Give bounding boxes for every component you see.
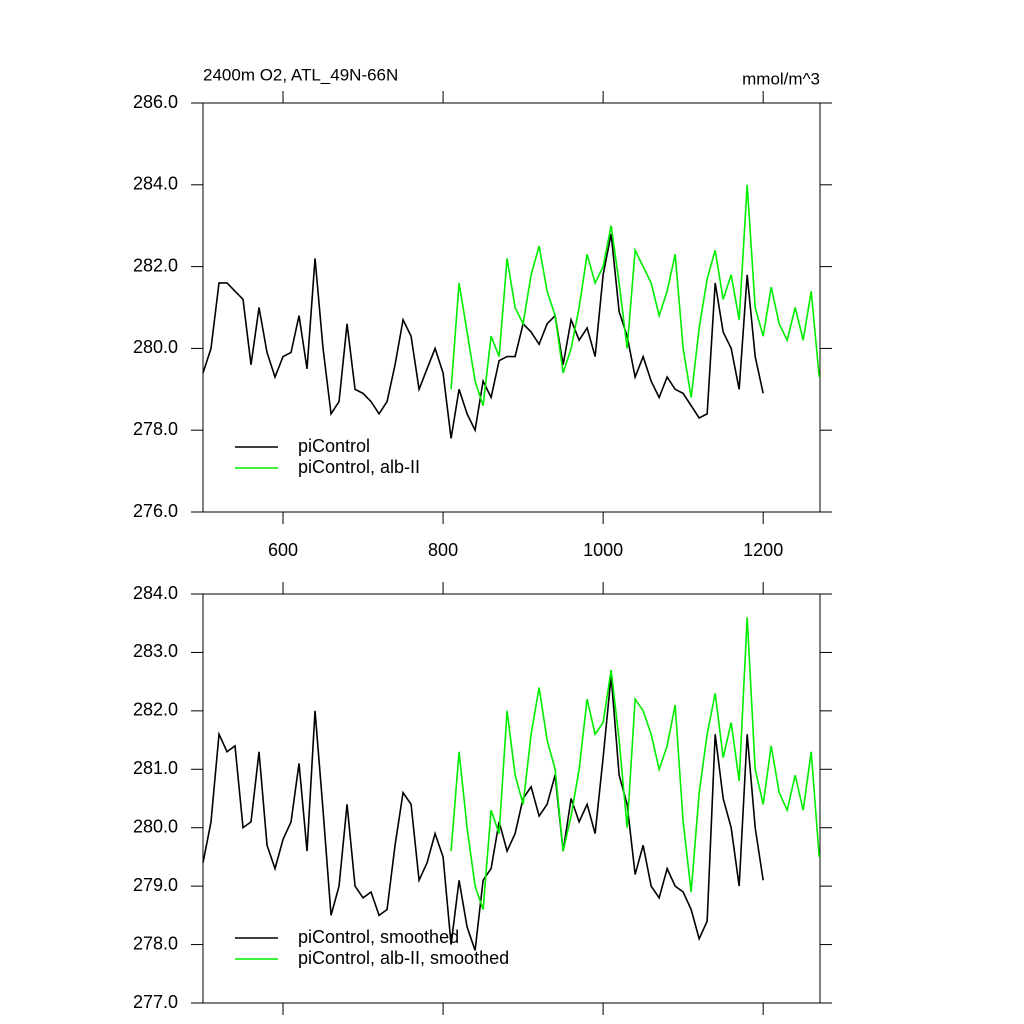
y-tick-label: 280.0 — [133, 337, 178, 357]
chart-title: 2400m O2, ATL_49N-66N — [203, 65, 398, 84]
y-tick-label: 280.0 — [133, 816, 178, 836]
y-tick-label: 286.0 — [133, 92, 178, 112]
data-line — [450, 617, 820, 910]
legend-label: piControl, alb-II — [298, 457, 420, 477]
plot-frame — [202, 593, 821, 1004]
y-tick-label: 283.0 — [133, 641, 178, 661]
y-tick-label: 277.0 — [133, 992, 178, 1012]
y-tick-label: 276.0 — [133, 501, 178, 521]
legend-label: piControl, smoothed — [298, 927, 459, 947]
y-tick-label: 282.0 — [133, 255, 178, 275]
units-label: mmol/m^3 — [742, 69, 820, 88]
plot-frame — [202, 102, 821, 513]
legend-label: piControl — [298, 436, 370, 456]
y-tick-label: 284.0 — [133, 174, 178, 194]
x-tick-label: 1200 — [743, 540, 783, 560]
y-tick-label: 278.0 — [133, 419, 178, 439]
x-tick-label: 800 — [428, 540, 458, 560]
y-tick-label: 284.0 — [133, 583, 178, 603]
data-line — [450, 184, 820, 406]
x-tick-label: 600 — [268, 540, 298, 560]
y-tick-label: 282.0 — [133, 700, 178, 720]
data-line — [202, 675, 764, 951]
data-line — [202, 233, 764, 439]
y-tick-label: 278.0 — [133, 933, 178, 953]
y-tick-label: 279.0 — [133, 875, 178, 895]
y-tick-label: 281.0 — [133, 758, 178, 778]
legend-label: piControl, alb-II, smoothed — [298, 948, 509, 968]
x-tick-label: 1000 — [583, 540, 623, 560]
